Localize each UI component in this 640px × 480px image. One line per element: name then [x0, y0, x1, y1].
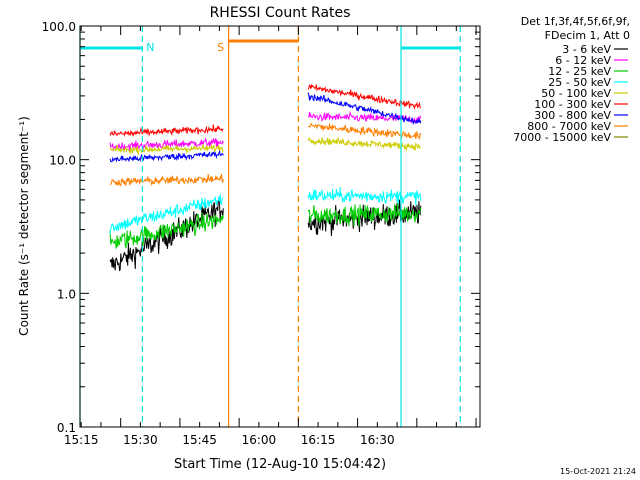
- y-tick-label: 100.0: [42, 20, 76, 34]
- x-axis: 15:15 15:30 15:45 16:00 16:15 16:30: [64, 26, 477, 447]
- x-tick-label: 15:45: [182, 433, 217, 447]
- series-line: [109, 212, 224, 249]
- x-tick-label: 15:15: [64, 433, 99, 447]
- legend-entry-label: 300 - 800 keV: [534, 109, 611, 122]
- series-line: [307, 92, 422, 126]
- legend: Det 1f,3f,4f,5f,6f,9f, FDecim 1, Att 0 3…: [513, 15, 630, 144]
- chart-title: RHESSI Count Rates: [210, 5, 351, 21]
- data-layer: [109, 83, 422, 272]
- legend-entry-label: 50 - 100 keV: [541, 87, 611, 100]
- series-line: [307, 202, 422, 227]
- y-tick-label: 10.0: [49, 154, 76, 168]
- legend-entry-label: 800 - 7000 keV: [527, 120, 611, 133]
- x-axis-label: Start Time (12-Aug-10 15:04:42): [174, 457, 386, 472]
- y-tick-label: 0.1: [57, 421, 76, 435]
- series-line: [109, 143, 224, 156]
- series-line: [109, 173, 224, 187]
- generation-timestamp: 15-Oct-2021 21:24: [560, 467, 636, 476]
- legend-entry-label: 25 - 50 keV: [548, 76, 611, 89]
- y-tick-label: 1.0: [57, 287, 76, 301]
- series-line: [307, 122, 422, 140]
- x-tick-label: 16:30: [360, 433, 395, 447]
- legend-entry-label: 3 - 6 keV: [562, 43, 611, 56]
- x-tick-label: 15:30: [123, 433, 158, 447]
- series-line: [109, 194, 224, 234]
- legend-entry-label: 100 - 300 keV: [534, 98, 611, 111]
- annotation-label: N: [146, 41, 154, 54]
- legend-header-line-2: FDecim 1, Att 0: [545, 29, 630, 42]
- x-tick-label: 16:15: [301, 433, 336, 447]
- legend-entry-label: 6 - 12 keV: [555, 54, 611, 67]
- annotation-label: S: [217, 41, 224, 54]
- x-tick-label: 16:00: [242, 433, 277, 447]
- legend-entry-label: 7000 - 15000 keV: [513, 131, 611, 144]
- y-axis-label: Count Rate (s⁻¹ detector segment⁻¹): [17, 116, 31, 336]
- plot-frame: [79, 25, 481, 428]
- series-line: [307, 186, 422, 206]
- series-line: [109, 197, 224, 272]
- legend-entry-label: 12 - 25 keV: [548, 65, 611, 78]
- series-line: [307, 136, 421, 152]
- series-line: [109, 124, 224, 138]
- legend-header-line-1: Det 1f,3f,4f,5f,6f,9f,: [521, 15, 630, 28]
- y-axis: 0.1 1.0 10.0 100.0: [42, 20, 480, 435]
- series-line: [307, 83, 421, 111]
- series-line: [109, 149, 224, 163]
